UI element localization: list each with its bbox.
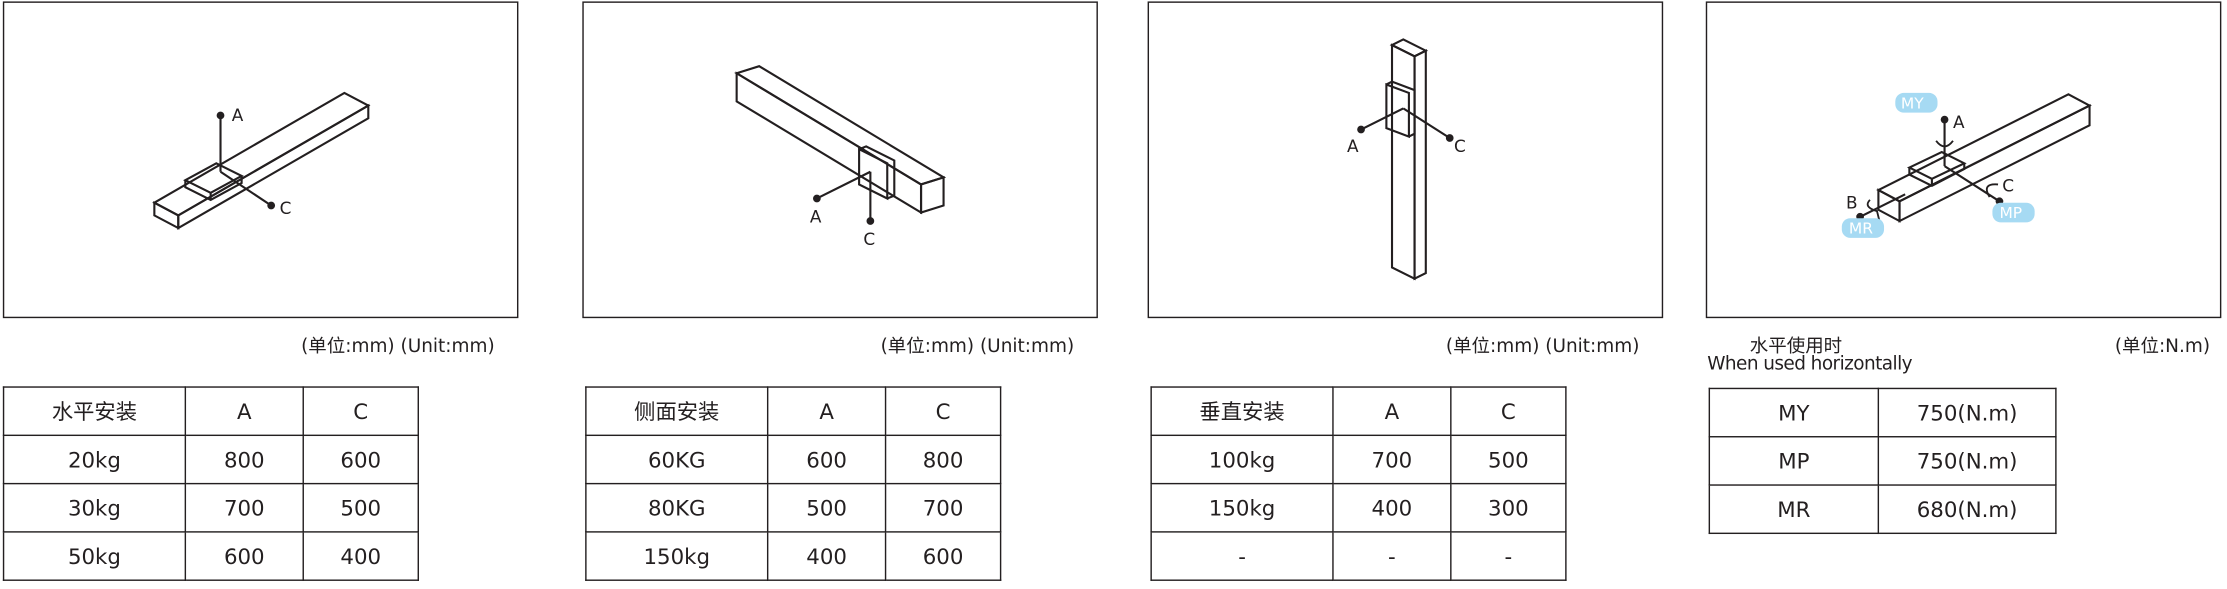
table-row: MR 680(N.m) (1708, 484, 2057, 535)
cell: 700 (884, 482, 1002, 533)
cell: 20kg (2, 434, 187, 485)
mr-badge (1841, 218, 1885, 238)
cell: 500 (302, 482, 419, 533)
table-row: 50kg 600 400 (2, 531, 419, 581)
label-a: A (232, 105, 244, 125)
cell: 300 (1450, 482, 1567, 533)
side-mounting-table: 侧面安装 A C 60KG 600 800 80KG 500 700 150kg 400 600 (585, 386, 1002, 581)
table-header-row: 垂直安装 A C (1150, 386, 1567, 437)
cell: - (1450, 531, 1567, 581)
header-cell: A (1332, 386, 1452, 437)
diagram-horizontal-mounting: A C (2, 1, 519, 319)
unit-label: (单位:N.m) (2114, 336, 2211, 358)
table-row: 150kg 400 300 (1150, 482, 1567, 533)
unit-label: (单位:mm) (Unit:mm) (880, 336, 1075, 358)
header-cell: 水平安装 (2, 386, 187, 437)
mp-badge (1992, 202, 2035, 223)
cell: 500 (1450, 434, 1567, 485)
header-cell: C (884, 386, 1002, 437)
table-header-row: 水平安装 A C (2, 386, 419, 437)
label-a: A (1953, 112, 1965, 132)
table-header-row: 侧面安装 A C (585, 386, 1002, 437)
vertical-mounting-table: 垂直安装 A C 100kg 700 500 150kg 400 300 --- (1150, 386, 1567, 581)
cell: 700 (184, 482, 304, 533)
cell: 800 (184, 434, 304, 485)
cell: 100kg (1150, 434, 1334, 485)
table-row: 100kg 700 500 (1150, 434, 1567, 485)
vertical-beam-drawing: A C (1347, 38, 1466, 281)
label-c: C (863, 229, 875, 249)
caption-en: When used horizontally (1707, 353, 1913, 375)
table-row: 150kg 400 600 (585, 531, 1002, 581)
moment-beam-drawing: A B C MY MR MP (1841, 92, 2092, 238)
table-row: 20kg 800 600 (2, 434, 419, 485)
table-row: --- (1150, 531, 1567, 581)
header-cell: A (766, 386, 887, 437)
table-row: 30kg 700 500 (2, 482, 419, 533)
cell: 60KG (585, 434, 769, 485)
cell: 50kg (2, 531, 187, 581)
cell: 600 (302, 434, 419, 485)
header-cell: C (302, 386, 419, 437)
caption-cn: 水平使用时 (1749, 336, 1843, 358)
cell: 400 (1332, 482, 1452, 533)
label-b: B (1846, 192, 1858, 212)
cell: 500 (766, 482, 887, 533)
unit-label: (单位:mm) (Unit:mm) (1445, 336, 1640, 358)
cell: 750(N.m) (1877, 436, 2057, 486)
cell: 680(N.m) (1877, 484, 2057, 535)
cell: 600 (884, 531, 1002, 581)
header-cell: A (184, 386, 304, 437)
cell: 30kg (2, 482, 187, 533)
moment-table: MY 750(N.m) MP 750(N.m) MR 680(N.m) (1708, 387, 2057, 535)
cell: 800 (884, 434, 1002, 485)
diagram-moment-loads: A B C MY MR MP (1705, 1, 2222, 319)
label-c: C (1454, 136, 1466, 156)
header-cell: 垂直安装 (1150, 386, 1334, 437)
cell: MY (1708, 387, 1880, 438)
cell: 400 (302, 531, 419, 581)
header-cell: C (1450, 386, 1567, 437)
mp-label: MP (1999, 204, 2022, 222)
side-beam-drawing: A C (734, 65, 947, 249)
cell: - (1150, 531, 1334, 581)
cell: 700 (1332, 434, 1452, 485)
cell: - (1332, 531, 1452, 581)
label-a: A (1347, 136, 1359, 156)
diagram-side-mounting: A C (582, 1, 1098, 319)
horizontal-mounting-table: 水平安装 A C 20kg 800 600 30kg 700 500 50kg 600 400 (2, 386, 419, 581)
cell: 80KG (585, 482, 769, 533)
cell: 600 (766, 434, 887, 485)
diagram-vertical-mounting: A C (1147, 1, 1664, 319)
cell: MR (1708, 484, 1880, 535)
unit-label: (单位:mm) (Unit:mm) (301, 336, 495, 358)
table-row: 80KG 500 700 (585, 482, 1002, 533)
table-row: MP 750(N.m) (1708, 436, 2057, 486)
cell: 150kg (585, 531, 769, 581)
header-cell: 侧面安装 (585, 386, 769, 437)
cell: 750(N.m) (1877, 387, 2057, 438)
cell: 600 (184, 531, 304, 581)
label-c: C (2002, 175, 2014, 195)
my-label: MY (1901, 94, 1924, 112)
mr-label: MR (1849, 220, 1873, 238)
table-row: 60KG 600 800 (585, 434, 1002, 485)
table-row: MY 750(N.m) (1708, 387, 2057, 438)
label-c: C (280, 198, 292, 218)
label-a: A (810, 206, 822, 226)
horizontal-beam-drawing: A C (152, 91, 371, 230)
cell: 400 (766, 531, 887, 581)
cell: 150kg (1150, 482, 1334, 533)
my-badge (1895, 92, 1938, 113)
cell: MP (1708, 436, 1880, 486)
